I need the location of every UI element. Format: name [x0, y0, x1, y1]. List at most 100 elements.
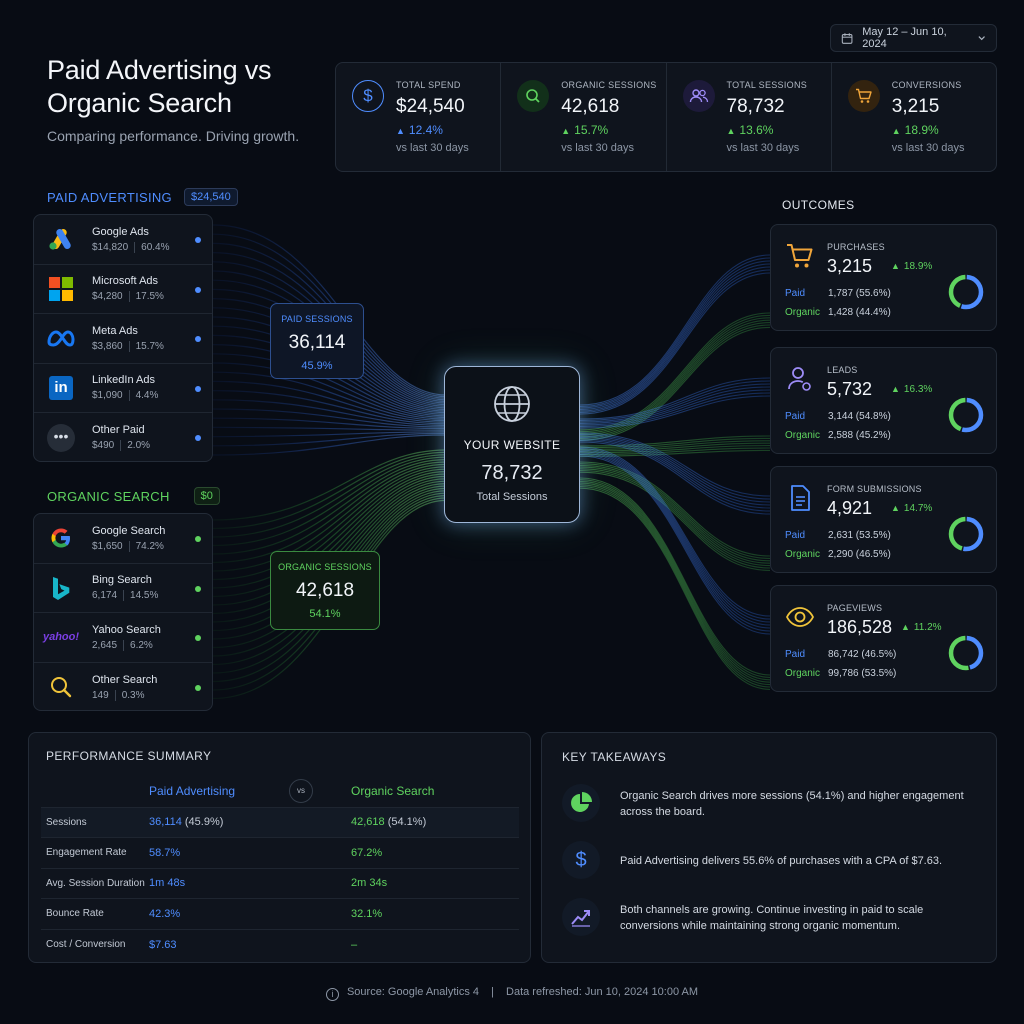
organic-source-yahoo[interactable]: yahoo! Yahoo Search 2,645 6.2% — [34, 613, 212, 663]
microsoft-icon — [46, 274, 76, 304]
flow-line — [212, 426, 447, 431]
kpi-value: 42,618 — [561, 96, 620, 117]
paid-source-microsoft-ads[interactable]: Microsoft Ads $4,280 17.5% — [34, 265, 212, 314]
pie-chart-icon — [562, 784, 600, 822]
paid-source-meta-ads[interactable]: Meta Ads $3,860 15.7% — [34, 314, 212, 364]
date-range-picker[interactable]: May 12 – Jun 10, 2024 — [830, 24, 997, 52]
paid-source-other[interactable]: ••• Other Paid $490 2.0% — [34, 413, 212, 463]
flow-line — [212, 459, 447, 555]
paid-metric: $7.63 — [149, 928, 289, 960]
flow-line — [579, 380, 771, 422]
outcome-value: 3,215 — [827, 256, 873, 276]
kpi-value: 3,215 — [891, 96, 940, 117]
paid-dot — [195, 336, 201, 342]
organic-label: Organic — [785, 549, 821, 560]
calendar-icon — [841, 32, 853, 44]
source-value: 149 — [92, 689, 109, 701]
outcome-value: 5,732 — [827, 379, 873, 399]
outcome-value: 4,921 — [827, 498, 873, 518]
kpi-total-sessions[interactable]: TOTAL SESSIONS 78,732 13.6% vs last 30 d… — [667, 63, 832, 171]
organic-total-badge: $0 — [193, 487, 220, 505]
flow-line — [579, 455, 771, 635]
flow-line — [212, 478, 447, 623]
metric-name: Cost / Conversion — [41, 928, 149, 960]
organic-sessions-box[interactable]: ORGANIC SESSIONS 42,618 54.1% — [270, 551, 380, 630]
flow-line — [579, 317, 771, 434]
search-icon — [517, 80, 550, 112]
page-title: Paid Advertising vs Organic Search — [47, 55, 272, 118]
organic-source-other[interactable]: Other Search 149 0.3% — [34, 663, 212, 713]
organic-metric: 42,618 — [351, 816, 385, 829]
flow-line — [212, 353, 447, 418]
source-value: 2,645 — [92, 639, 118, 651]
paid-sessions-value: 36,114 — [288, 332, 346, 353]
organic-metric: – — [351, 928, 519, 960]
paid-dot — [195, 435, 201, 441]
takeaway-text: Organic Search drives more sessions (54.… — [620, 790, 964, 802]
flow-line — [212, 408, 447, 428]
kpi-total-spend[interactable]: $ TOTAL SPEND $24,540 12.4% vs last 30 d… — [336, 63, 502, 171]
metric-name: Engagement Rate — [41, 837, 149, 868]
dollar-icon: $ — [562, 841, 600, 879]
paid-sessions-box[interactable]: PAID SESSIONS 36,114 45.9% — [270, 303, 364, 379]
paid-label: Paid — [785, 649, 806, 660]
kpi-organic-sessions[interactable]: ORGANIC SESSIONS 42,618 15.7% vs last 30… — [501, 63, 667, 171]
split-donut-chart — [948, 635, 984, 671]
flow-line — [579, 383, 771, 423]
organic-sessions-value: 42,618 — [295, 580, 355, 601]
outcome-card-form-submissions[interactable]: FORM SUBMISSIONS 4,921 14.7% Paid 2,631 (… — [770, 466, 997, 573]
source-value: $4,280 — [92, 291, 123, 303]
paid-label: Paid — [785, 411, 806, 422]
linkedin-icon: in — [46, 373, 76, 403]
source-name: Yahoo Search — [92, 623, 161, 636]
metric-name: Sessions — [41, 806, 149, 838]
takeaway-text: Both channels are growing. Continue inve… — [620, 904, 924, 916]
takeaway-text: Paid Advertising delivers 55.6% of purch… — [620, 855, 943, 867]
source-name: Microsoft Ads — [92, 275, 159, 288]
flow-line — [579, 435, 771, 503]
takeaways-heading: KEY TAKEAWAYS — [562, 750, 667, 764]
table-row: Avg. Session Duration 1m 48s 2m 34s — [41, 867, 519, 899]
source-name: Bing Search — [92, 574, 152, 587]
organic-dot — [195, 684, 201, 691]
source-name: Meta Ads — [92, 324, 138, 337]
flow-line — [579, 257, 771, 408]
paid-source-linkedin-ads[interactable]: in LinkedIn Ads $1,090 4.4% — [34, 364, 212, 413]
user-lead-icon — [788, 367, 811, 391]
kpi-conversions[interactable]: CONVERSIONS 3,215 18.9% vs last 30 days — [832, 63, 996, 171]
col-organic-header: Organic Search — [351, 783, 435, 798]
flow-line — [212, 431, 447, 438]
kpi-change: 12.4% — [396, 123, 500, 137]
outcome-change: 16.3% — [891, 384, 932, 395]
takeaway-item: Both channels are growing. Continue inve… — [562, 898, 982, 938]
paid-source-google-ads[interactable]: Google Ads $14,820 60.4% — [34, 215, 212, 265]
organic-source-google[interactable]: Google Search $1,650 74.2% — [34, 514, 212, 564]
flow-line — [579, 432, 771, 497]
organic-source-bing[interactable]: Bing Search 6,174 14.5% — [34, 564, 212, 613]
dollar-icon: $ — [352, 80, 384, 112]
website-hub[interactable]: YOUR WEBSITE 78,732 Total Sessions — [444, 366, 580, 523]
flow-line — [579, 439, 771, 512]
outcome-card-pageviews[interactable]: PAGEVIEWS 186,528 11.2% Paid 86,742 (46.5… — [770, 585, 997, 692]
organic-metric: 32.1% — [351, 898, 519, 929]
flow-line — [579, 447, 771, 456]
footer: i Source: Google Analytics 4 | Data refre… — [0, 986, 1024, 1001]
flow-line — [212, 362, 447, 420]
chevron-down-icon — [978, 36, 985, 41]
flow-line — [212, 473, 447, 606]
table-row: Bounce Rate 42.3% 32.1% — [41, 898, 519, 929]
performance-summary-panel: PERFORMANCE SUMMARY Paid Advertising vs … — [28, 732, 531, 963]
source-value: 6,174 — [92, 590, 118, 602]
organic-label: Organic — [785, 307, 821, 318]
flow-line — [212, 449, 447, 521]
kpi-strip: $ TOTAL SPEND $24,540 12.4% vs last 30 d… — [335, 62, 997, 172]
bing-icon — [46, 573, 76, 603]
organic-metric: 2m 34s — [351, 867, 519, 899]
flow-line — [212, 371, 447, 422]
outcome-card-leads[interactable]: LEADS 5,732 16.3% Paid 3,144 (54.8%) Orga… — [770, 347, 997, 454]
footer-source: Source: Google Analytics 4 — [346, 986, 480, 998]
col-paid-header: Paid Advertising — [149, 783, 236, 798]
donut-paid-segment — [948, 274, 984, 310]
flow-line — [579, 479, 771, 678]
